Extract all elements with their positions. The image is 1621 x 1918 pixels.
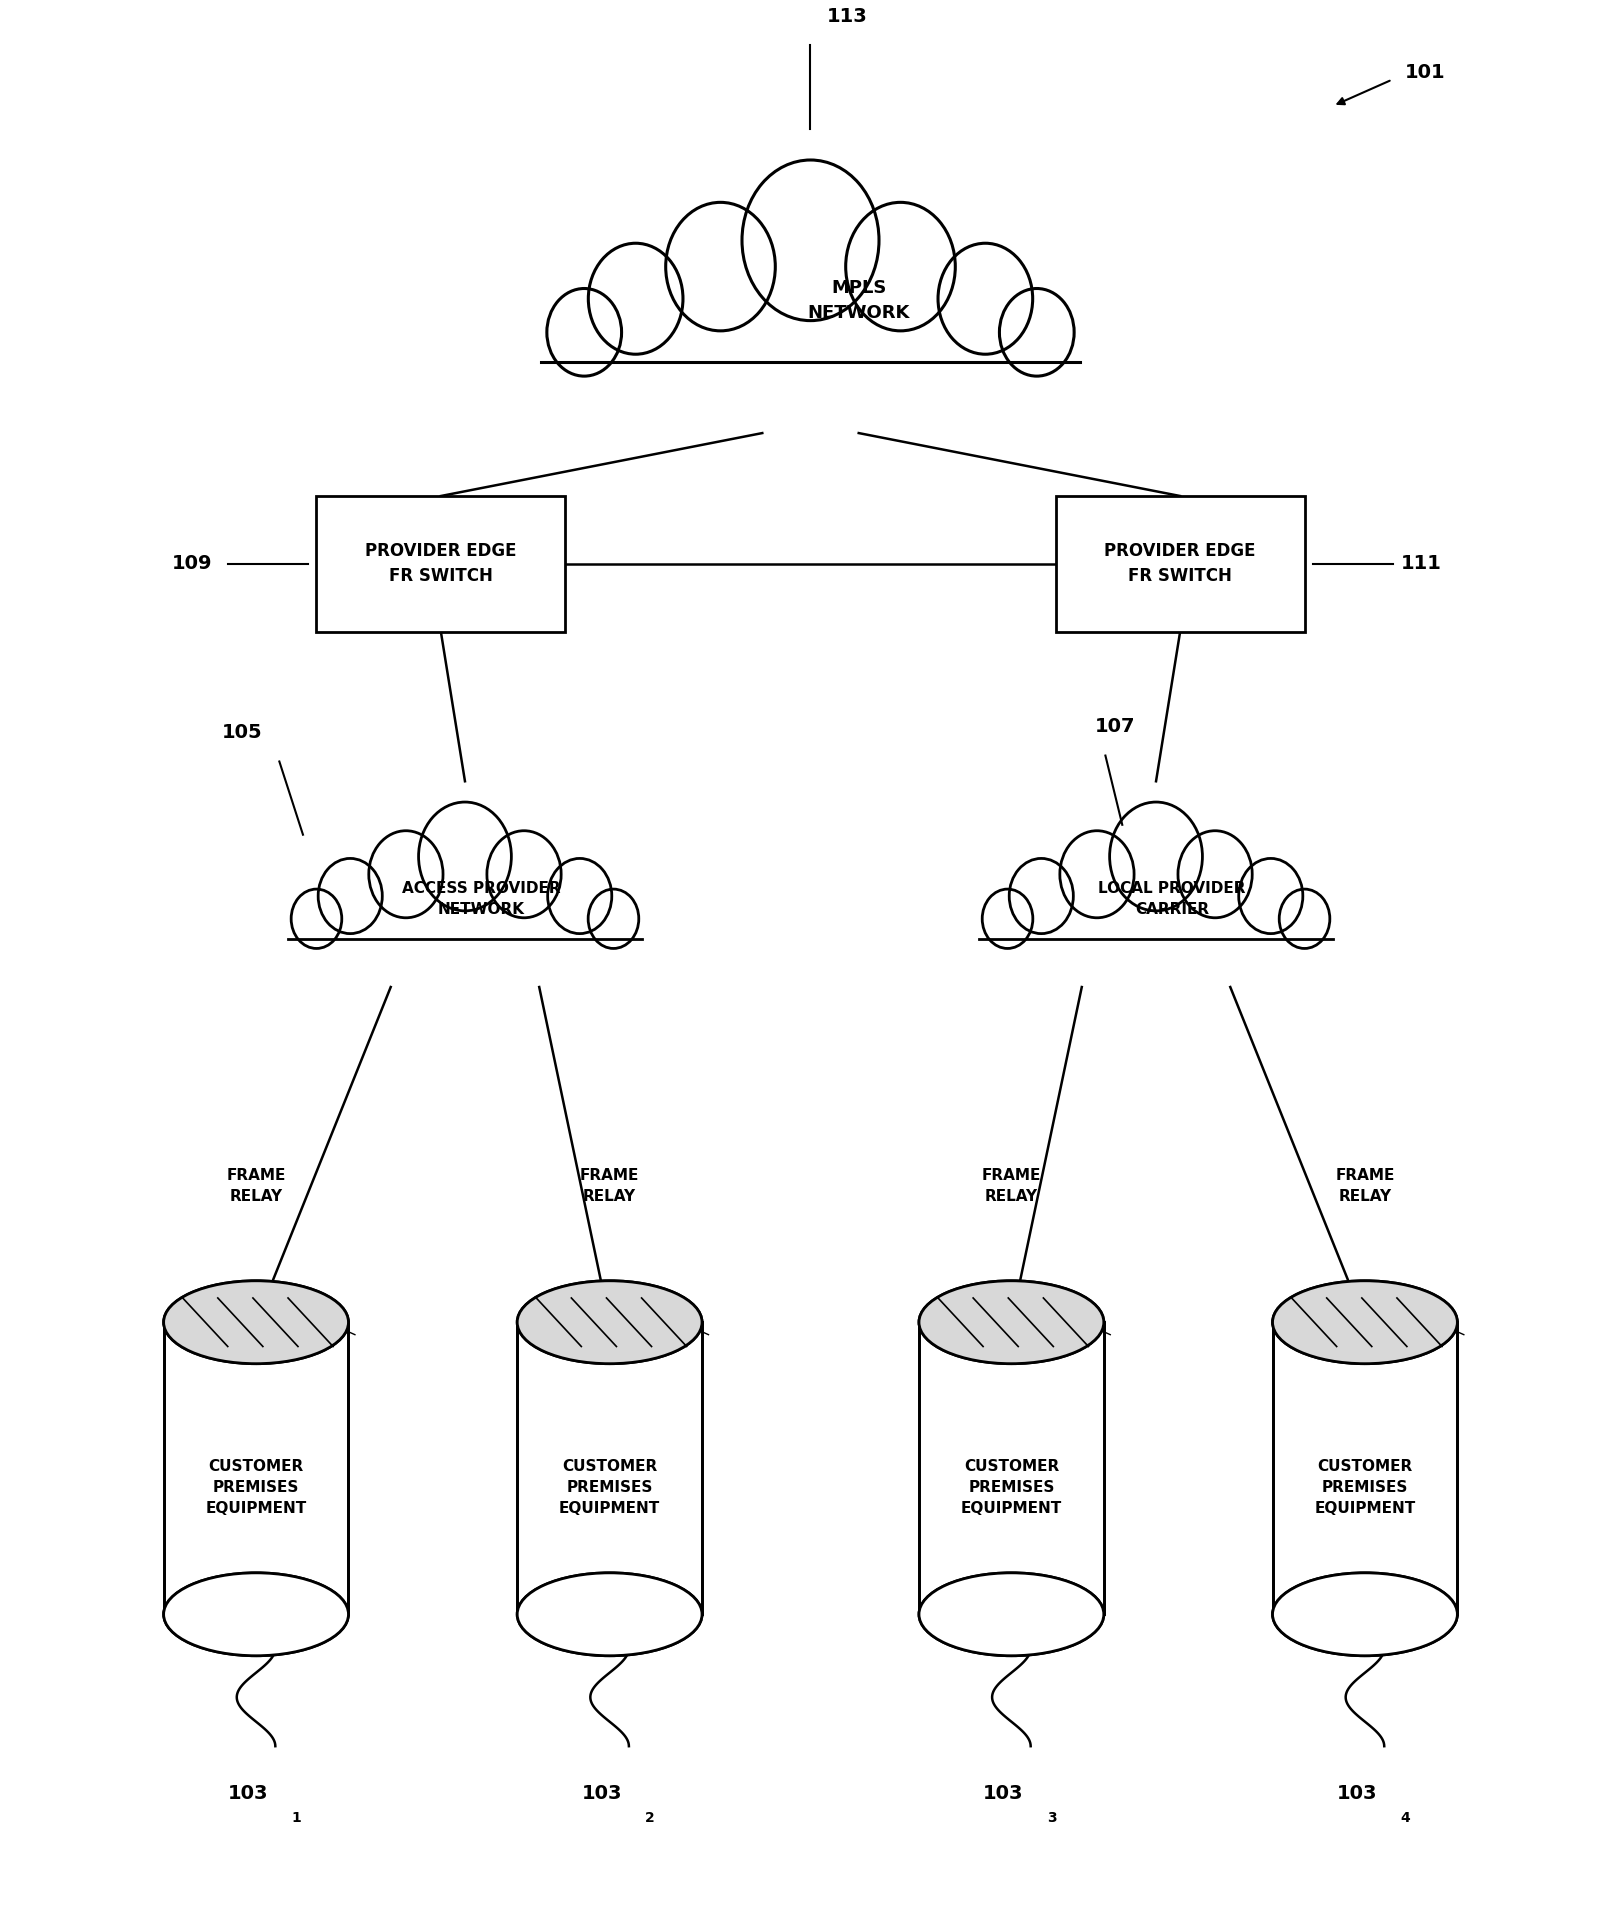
Circle shape: [1110, 802, 1203, 911]
Circle shape: [1000, 288, 1075, 376]
Circle shape: [939, 244, 1033, 355]
Text: 105: 105: [222, 723, 263, 742]
Ellipse shape: [919, 1573, 1104, 1655]
Text: 2: 2: [645, 1811, 655, 1824]
Circle shape: [318, 859, 383, 934]
Text: PROVIDER EDGE
FR SWITCH: PROVIDER EDGE FR SWITCH: [1104, 543, 1256, 585]
Bar: [919, 1322, 1104, 1615]
Circle shape: [1010, 859, 1073, 934]
Circle shape: [1178, 830, 1251, 919]
Circle shape: [742, 159, 879, 320]
Text: MPLS
NETWORK: MPLS NETWORK: [807, 278, 909, 322]
Text: 3: 3: [1047, 1811, 1057, 1824]
Ellipse shape: [164, 1281, 349, 1364]
Bar: [164, 1322, 349, 1615]
Text: 4: 4: [1401, 1811, 1410, 1824]
Text: 103: 103: [582, 1784, 622, 1803]
Circle shape: [418, 802, 511, 911]
Ellipse shape: [919, 1281, 1104, 1364]
Ellipse shape: [517, 1281, 702, 1364]
Bar: [1272, 1322, 1457, 1615]
Bar: [517, 1322, 702, 1615]
Bar: [1055, 497, 1305, 631]
Text: CUSTOMER
PREMISES
EQUIPMENT: CUSTOMER PREMISES EQUIPMENT: [961, 1458, 1062, 1515]
Circle shape: [666, 201, 775, 330]
Circle shape: [1060, 830, 1135, 919]
Ellipse shape: [517, 1281, 702, 1364]
Ellipse shape: [1272, 1281, 1457, 1364]
Ellipse shape: [1272, 1573, 1457, 1655]
Bar: [316, 497, 566, 631]
Ellipse shape: [919, 1281, 1104, 1364]
Text: LOCAL PROVIDER
CARRIER: LOCAL PROVIDER CARRIER: [1099, 880, 1247, 917]
Ellipse shape: [164, 1573, 349, 1655]
Text: 111: 111: [1401, 554, 1443, 573]
Circle shape: [982, 890, 1033, 949]
Text: CUSTOMER
PREMISES
EQUIPMENT: CUSTOMER PREMISES EQUIPMENT: [206, 1458, 306, 1515]
Text: 107: 107: [1096, 717, 1136, 737]
Text: 103: 103: [982, 1784, 1023, 1803]
Bar: [528, 238, 1093, 361]
Text: 103: 103: [229, 1784, 267, 1803]
Text: FRAME
RELAY: FRAME RELAY: [982, 1168, 1041, 1205]
Ellipse shape: [164, 1573, 349, 1655]
Text: PROVIDER EDGE
FR SWITCH: PROVIDER EDGE FR SWITCH: [365, 543, 517, 585]
Circle shape: [1238, 859, 1303, 934]
Ellipse shape: [517, 1573, 702, 1655]
Text: 101: 101: [1405, 63, 1446, 82]
Circle shape: [1279, 890, 1329, 949]
Text: 109: 109: [172, 554, 212, 573]
Bar: [971, 855, 1342, 938]
Ellipse shape: [919, 1573, 1104, 1655]
Circle shape: [546, 288, 621, 376]
Circle shape: [486, 830, 561, 919]
Text: 103: 103: [1337, 1784, 1378, 1803]
Text: FRAME
RELAY: FRAME RELAY: [580, 1168, 639, 1205]
Text: CUSTOMER
PREMISES
EQUIPMENT: CUSTOMER PREMISES EQUIPMENT: [1315, 1458, 1415, 1515]
Text: 1: 1: [292, 1811, 302, 1824]
Circle shape: [370, 830, 443, 919]
Ellipse shape: [1272, 1281, 1457, 1364]
Circle shape: [292, 890, 342, 949]
Bar: [279, 855, 650, 938]
Circle shape: [846, 201, 955, 330]
Circle shape: [548, 859, 611, 934]
Ellipse shape: [517, 1573, 702, 1655]
Text: ACCESS PROVIDER
NETWORK: ACCESS PROVIDER NETWORK: [402, 880, 561, 917]
Circle shape: [588, 890, 639, 949]
Ellipse shape: [164, 1281, 349, 1364]
Text: FRAME
RELAY: FRAME RELAY: [227, 1168, 285, 1205]
Text: FRAME
RELAY: FRAME RELAY: [1336, 1168, 1394, 1205]
Ellipse shape: [1272, 1573, 1457, 1655]
Text: CUSTOMER
PREMISES
EQUIPMENT: CUSTOMER PREMISES EQUIPMENT: [559, 1458, 660, 1515]
Text: 113: 113: [827, 6, 867, 25]
Circle shape: [588, 244, 682, 355]
